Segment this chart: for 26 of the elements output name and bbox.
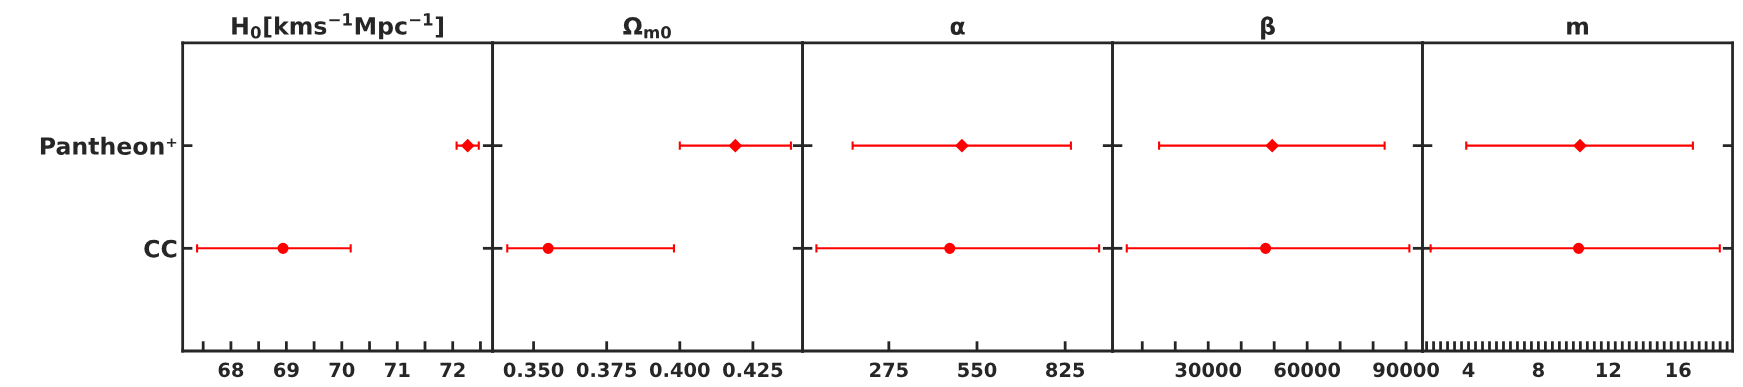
y-tick-label: Pantheon⁺ [40,136,177,155]
chart-title: m [1567,21,1588,35]
x-tick-label: 550 [958,362,997,378]
chart-title: H$_{0}$[kms$^{−1}$Mpc$^{−1}$] [232,13,443,40]
x-tick-label: 0.350 [503,362,564,378]
x-tick-label: 0.400 [649,362,710,378]
x-tick-label: 69 [274,362,299,378]
x-tick-label: 90000 [1373,362,1439,378]
x-tick-label: 0.375 [576,362,637,378]
x-tick-label: 16 [1666,362,1691,378]
x-tick-label: 70 [329,362,355,378]
x-tick-label: 30000 [1175,362,1242,378]
chart-title: α [950,21,965,35]
y-tick-label: CC [144,239,177,258]
x-tick-label: 72 [440,362,465,377]
x-tick-label: 68 [218,362,244,378]
x-tick-label: 4 [1462,362,1475,377]
x-tick-label: 12 [1596,362,1621,377]
chart-title: Ω$_{m0}$ [623,16,671,39]
chart-title: β [1261,16,1275,40]
x-tick-label: 60000 [1274,362,1341,378]
x-tick-label: 8 [1532,362,1544,378]
x-tick-label: 71 [385,362,410,377]
x-tick-label: 0.425 [723,362,783,378]
x-tick-label: 275 [870,362,908,378]
x-tick-label: 825 [1046,362,1085,378]
